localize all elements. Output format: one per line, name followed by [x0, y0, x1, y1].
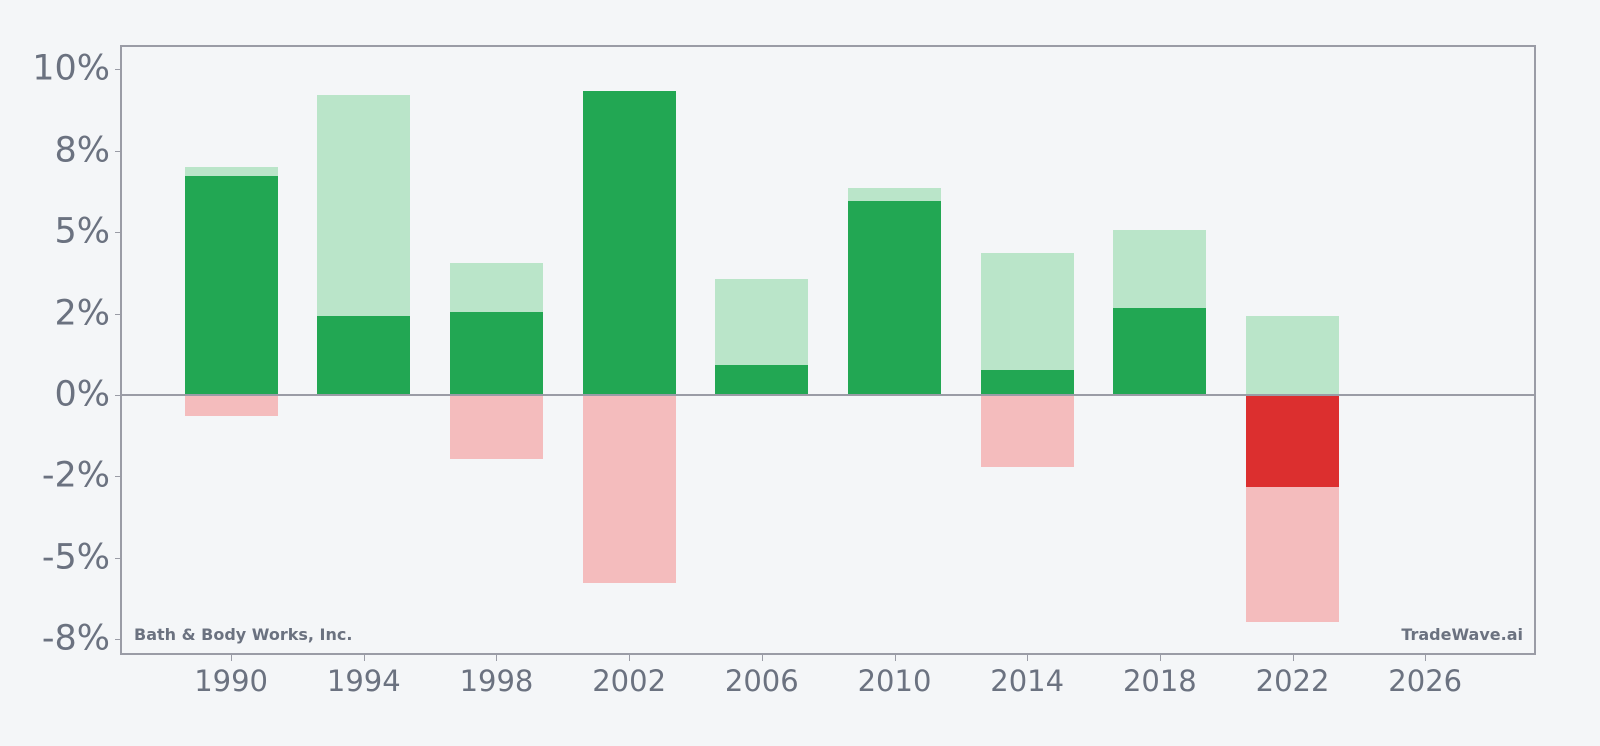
y-tick-label: 2% — [54, 293, 110, 333]
x-tick — [363, 655, 365, 661]
close-bar-positive — [980, 369, 1074, 395]
x-tick — [496, 655, 498, 661]
x-tick — [1027, 655, 1029, 661]
y-tick — [115, 150, 121, 152]
x-tick-label: 1998 — [459, 664, 534, 698]
brand-watermark: TradeWave.ai — [1401, 625, 1523, 644]
y-tick — [115, 313, 121, 315]
x-tick-label: 1994 — [326, 664, 401, 698]
zero-line — [122, 393, 1534, 396]
close-bar-positive — [1113, 307, 1207, 395]
range-bar-negative — [450, 394, 543, 459]
x-tick-label: 2026 — [1388, 664, 1463, 698]
x-tick-label: 2018 — [1122, 664, 1197, 698]
y-tick-label: 5% — [54, 211, 110, 252]
y-tick — [115, 394, 121, 396]
y-tick-label: 10% — [32, 48, 110, 89]
x-tick — [1292, 655, 1294, 661]
y-tick — [115, 557, 121, 559]
close-bar-negative — [1246, 394, 1339, 487]
x-tick-label: 2022 — [1255, 664, 1330, 698]
close-bar-positive — [450, 311, 543, 395]
close-bar-positive — [317, 316, 411, 395]
y-tick-label: -2% — [41, 455, 110, 496]
y-tick-label: -5% — [41, 537, 110, 578]
x-tick — [761, 655, 763, 661]
x-tick-label: 2014 — [990, 664, 1065, 698]
y-tick — [115, 69, 121, 71]
x-tick — [629, 655, 631, 661]
y-tick — [115, 476, 121, 478]
x-tick — [1425, 655, 1427, 661]
close-bar-positive — [184, 175, 278, 395]
range-bar-negative — [582, 394, 676, 583]
x-tick — [1159, 655, 1161, 661]
y-tick-label: 0% — [54, 374, 110, 415]
x-tick — [231, 655, 233, 661]
range-bar-negative — [980, 394, 1074, 467]
y-tick — [115, 639, 121, 641]
x-tick-label: 2010 — [857, 664, 932, 698]
y-tick-label: -8% — [41, 618, 110, 659]
close-bar-positive — [715, 364, 809, 395]
range-bar-positive — [1246, 316, 1339, 395]
x-tick — [894, 655, 896, 661]
y-tick-label: 8% — [54, 130, 110, 171]
company-name-label: Bath & Body Works, Inc. — [134, 625, 353, 644]
x-tick-label: 1990 — [194, 664, 269, 698]
x-tick-label: 2006 — [724, 664, 799, 698]
plot-area — [115, 45, 1536, 661]
close-bar-positive — [848, 201, 941, 395]
x-tick-label: 2002 — [592, 664, 667, 698]
y-tick — [115, 232, 121, 234]
close-bar-positive — [582, 90, 676, 395]
range-bar-negative — [184, 394, 278, 416]
